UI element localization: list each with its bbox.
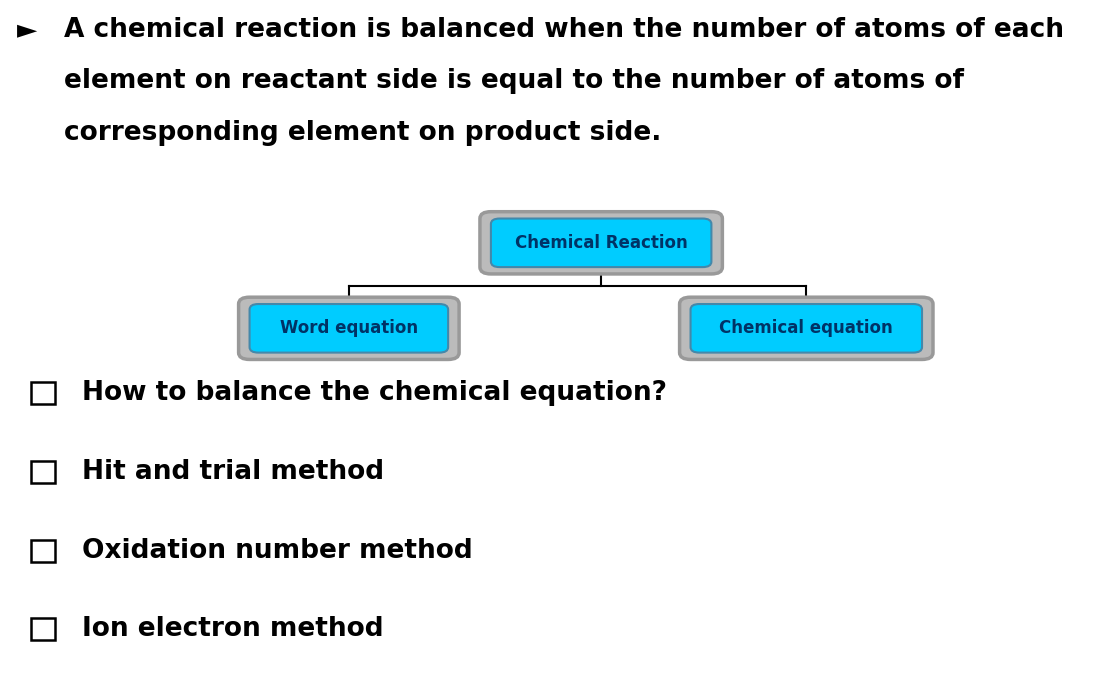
FancyBboxPatch shape xyxy=(238,297,459,360)
FancyBboxPatch shape xyxy=(480,212,722,274)
Text: Chemical Reaction: Chemical Reaction xyxy=(514,234,688,252)
Text: Ion electron method: Ion electron method xyxy=(82,616,384,642)
FancyBboxPatch shape xyxy=(31,382,55,404)
Text: ►: ► xyxy=(16,17,36,43)
FancyBboxPatch shape xyxy=(31,540,55,562)
FancyBboxPatch shape xyxy=(249,304,448,353)
Text: corresponding element on product side.: corresponding element on product side. xyxy=(64,120,661,146)
Text: A chemical reaction is balanced when the number of atoms of each: A chemical reaction is balanced when the… xyxy=(64,17,1064,43)
FancyBboxPatch shape xyxy=(679,297,932,360)
Text: Hit and trial method: Hit and trial method xyxy=(82,459,384,485)
Text: Oxidation number method: Oxidation number method xyxy=(82,538,473,564)
FancyBboxPatch shape xyxy=(31,461,55,483)
FancyBboxPatch shape xyxy=(31,618,55,640)
Text: element on reactant side is equal to the number of atoms of: element on reactant side is equal to the… xyxy=(64,68,963,94)
Text: Word equation: Word equation xyxy=(280,319,418,337)
FancyBboxPatch shape xyxy=(491,219,712,267)
FancyBboxPatch shape xyxy=(691,304,921,353)
Text: How to balance the chemical equation?: How to balance the chemical equation? xyxy=(82,380,667,406)
Text: Chemical equation: Chemical equation xyxy=(720,319,893,337)
